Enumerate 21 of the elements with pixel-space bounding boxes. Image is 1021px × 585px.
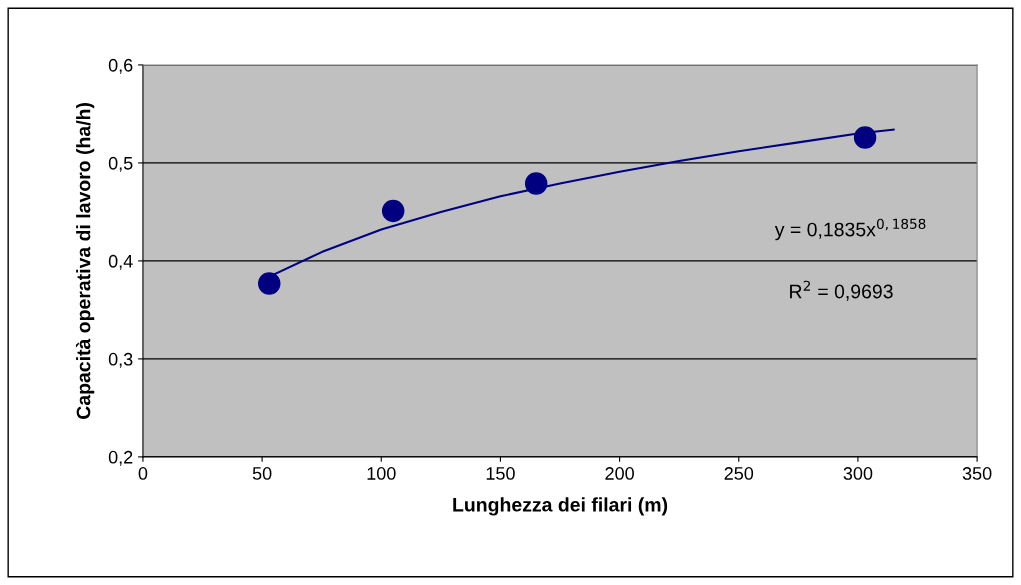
point	[258, 272, 281, 295]
y-tick-label: 0,2	[108, 450, 133, 466]
x-tick-label: 300	[843, 467, 873, 480]
annotation: R$^{2}$ = 0,9693	[790, 280, 893, 301]
point	[853, 126, 877, 149]
point	[381, 199, 405, 223]
x-tick-label: 250	[724, 467, 754, 480]
y-tick-label: 0,6	[108, 58, 133, 74]
x-axis-title: Lunghezza dei filari (m)	[453, 497, 668, 516]
x-tick-label: 100	[367, 467, 396, 480]
x-tick-label: 50	[252, 467, 272, 480]
y-tick-label: 0,4	[108, 254, 133, 270]
y-tick-label: 0,3	[108, 352, 133, 368]
y-tick-label: 0,5	[108, 156, 133, 172]
x-tick-label: 350	[962, 467, 992, 480]
y-axis-title: Capacità operativa di lavoro (ha/h)	[75, 103, 95, 419]
point	[524, 172, 548, 195]
x-tick-label: 200	[605, 467, 634, 480]
x-tick-label: 150	[486, 467, 515, 480]
annotation: y = 0,1835x$^{0,1858}$	[774, 218, 926, 241]
x-tick-label: 0	[138, 467, 148, 480]
